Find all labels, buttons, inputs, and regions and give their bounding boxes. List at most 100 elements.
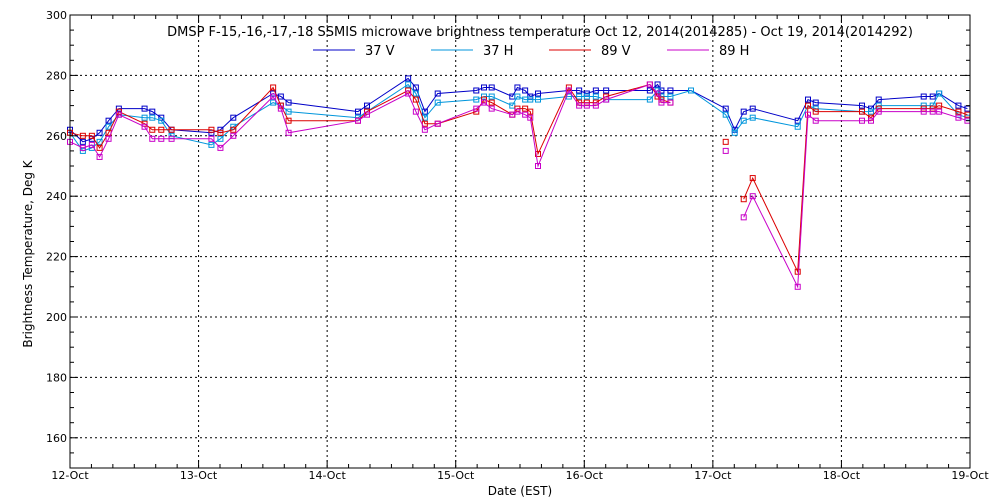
data-point: [364, 111, 370, 118]
data-point: [805, 96, 811, 103]
data-point: [955, 114, 962, 121]
data-point: [79, 144, 86, 151]
data-point: [731, 129, 738, 136]
legend-label: 89 H: [719, 44, 749, 59]
data-point: [722, 105, 729, 112]
data-point: [509, 111, 516, 118]
data-point: [168, 135, 175, 142]
data-point: [929, 93, 936, 100]
data-point: [592, 102, 599, 109]
data-point: [208, 135, 215, 142]
data-point: [868, 108, 874, 115]
data-point: [79, 138, 86, 145]
data-point: [603, 87, 610, 94]
data-point: [412, 90, 419, 97]
data-point: [96, 144, 103, 151]
data-point: [412, 96, 419, 103]
x-tick-label: 12-Oct: [51, 469, 89, 482]
data-point: [936, 90, 943, 97]
data-point: [654, 81, 661, 88]
data-point: [230, 114, 237, 121]
data-point: [96, 153, 103, 160]
data-point: [105, 117, 112, 124]
x-axis-label: Date (EST): [488, 484, 552, 498]
y-tick-label: 300: [46, 9, 67, 22]
data-point: [473, 96, 480, 103]
data-point: [576, 102, 583, 109]
data-point: [740, 117, 747, 124]
data-point: [667, 99, 674, 106]
data-point: [722, 111, 729, 118]
grid: [70, 15, 970, 468]
data-point: [654, 90, 661, 97]
data-point: [936, 108, 943, 115]
legend: 37 V 37 H 89 V 89 H: [313, 44, 749, 59]
data-point: [964, 105, 971, 112]
y-axis-label: Brightness Temperature, Deg K: [21, 159, 35, 347]
data-point: [592, 87, 599, 94]
data-point: [149, 108, 156, 115]
x-tick-label: 17-Oct: [694, 469, 732, 482]
data-point: [812, 117, 819, 124]
data-point: [740, 214, 747, 221]
data-point: [421, 126, 428, 133]
data-point: [158, 135, 165, 142]
data-point: [488, 99, 495, 106]
plot-area: [67, 75, 971, 290]
y-tick-label: 240: [46, 190, 67, 203]
data-point: [859, 117, 865, 124]
data-point: [96, 129, 103, 136]
y-tick-label: 180: [46, 371, 67, 384]
data-point: [230, 132, 237, 139]
data-point: [270, 84, 277, 91]
x-tick-label: 16-Oct: [566, 469, 604, 482]
data-point: [688, 87, 694, 94]
series-line: [69, 83, 671, 156]
x-tick-label: 15-Oct: [437, 469, 475, 482]
x-tick-label: 19-Oct: [951, 469, 989, 482]
data-point: [434, 120, 441, 127]
data-point: [522, 111, 529, 118]
data-point: [79, 132, 86, 139]
data-point: [522, 105, 529, 112]
series-89-h: [67, 81, 971, 290]
data-point: [473, 87, 480, 94]
data-point: [576, 87, 583, 94]
data-point: [88, 132, 95, 139]
data-point: [535, 90, 541, 97]
series-line: [743, 104, 968, 274]
data-point: [168, 126, 175, 133]
data-point: [412, 84, 419, 91]
data-point: [722, 147, 729, 154]
data-point: [964, 114, 971, 121]
data-point: [667, 87, 674, 94]
data-point: [355, 117, 361, 124]
data-point: [576, 93, 583, 100]
data-point: [488, 93, 495, 100]
plot-frame: [69, 14, 971, 469]
data-point: [149, 114, 156, 121]
data-point: [875, 108, 882, 115]
data-point: [929, 108, 936, 115]
legend-label: 89 V: [601, 44, 631, 59]
data-point: [149, 135, 156, 142]
data-point: [527, 114, 534, 121]
data-point: [805, 111, 811, 118]
data-point: [812, 99, 819, 106]
x-tick-label: 18-Oct: [823, 469, 861, 482]
data-point: [794, 123, 801, 130]
data-point: [158, 117, 165, 124]
axis-ticks: 12-Oct 13-Oct 14-Oct 15-Oct 16-Oct 17-Oct 18-O…: [46, 9, 989, 482]
data-point: [794, 268, 801, 275]
data-point: [527, 93, 534, 100]
data-point: [868, 117, 874, 124]
data-point: [208, 126, 215, 133]
x-tick-label: 14-Oct: [308, 469, 346, 482]
data-point: [875, 96, 882, 103]
data-point: [434, 99, 441, 106]
data-point: [158, 126, 165, 133]
data-point: [583, 93, 590, 100]
data-point: [859, 108, 865, 115]
data-point: [920, 108, 927, 115]
data-point: [920, 93, 927, 100]
